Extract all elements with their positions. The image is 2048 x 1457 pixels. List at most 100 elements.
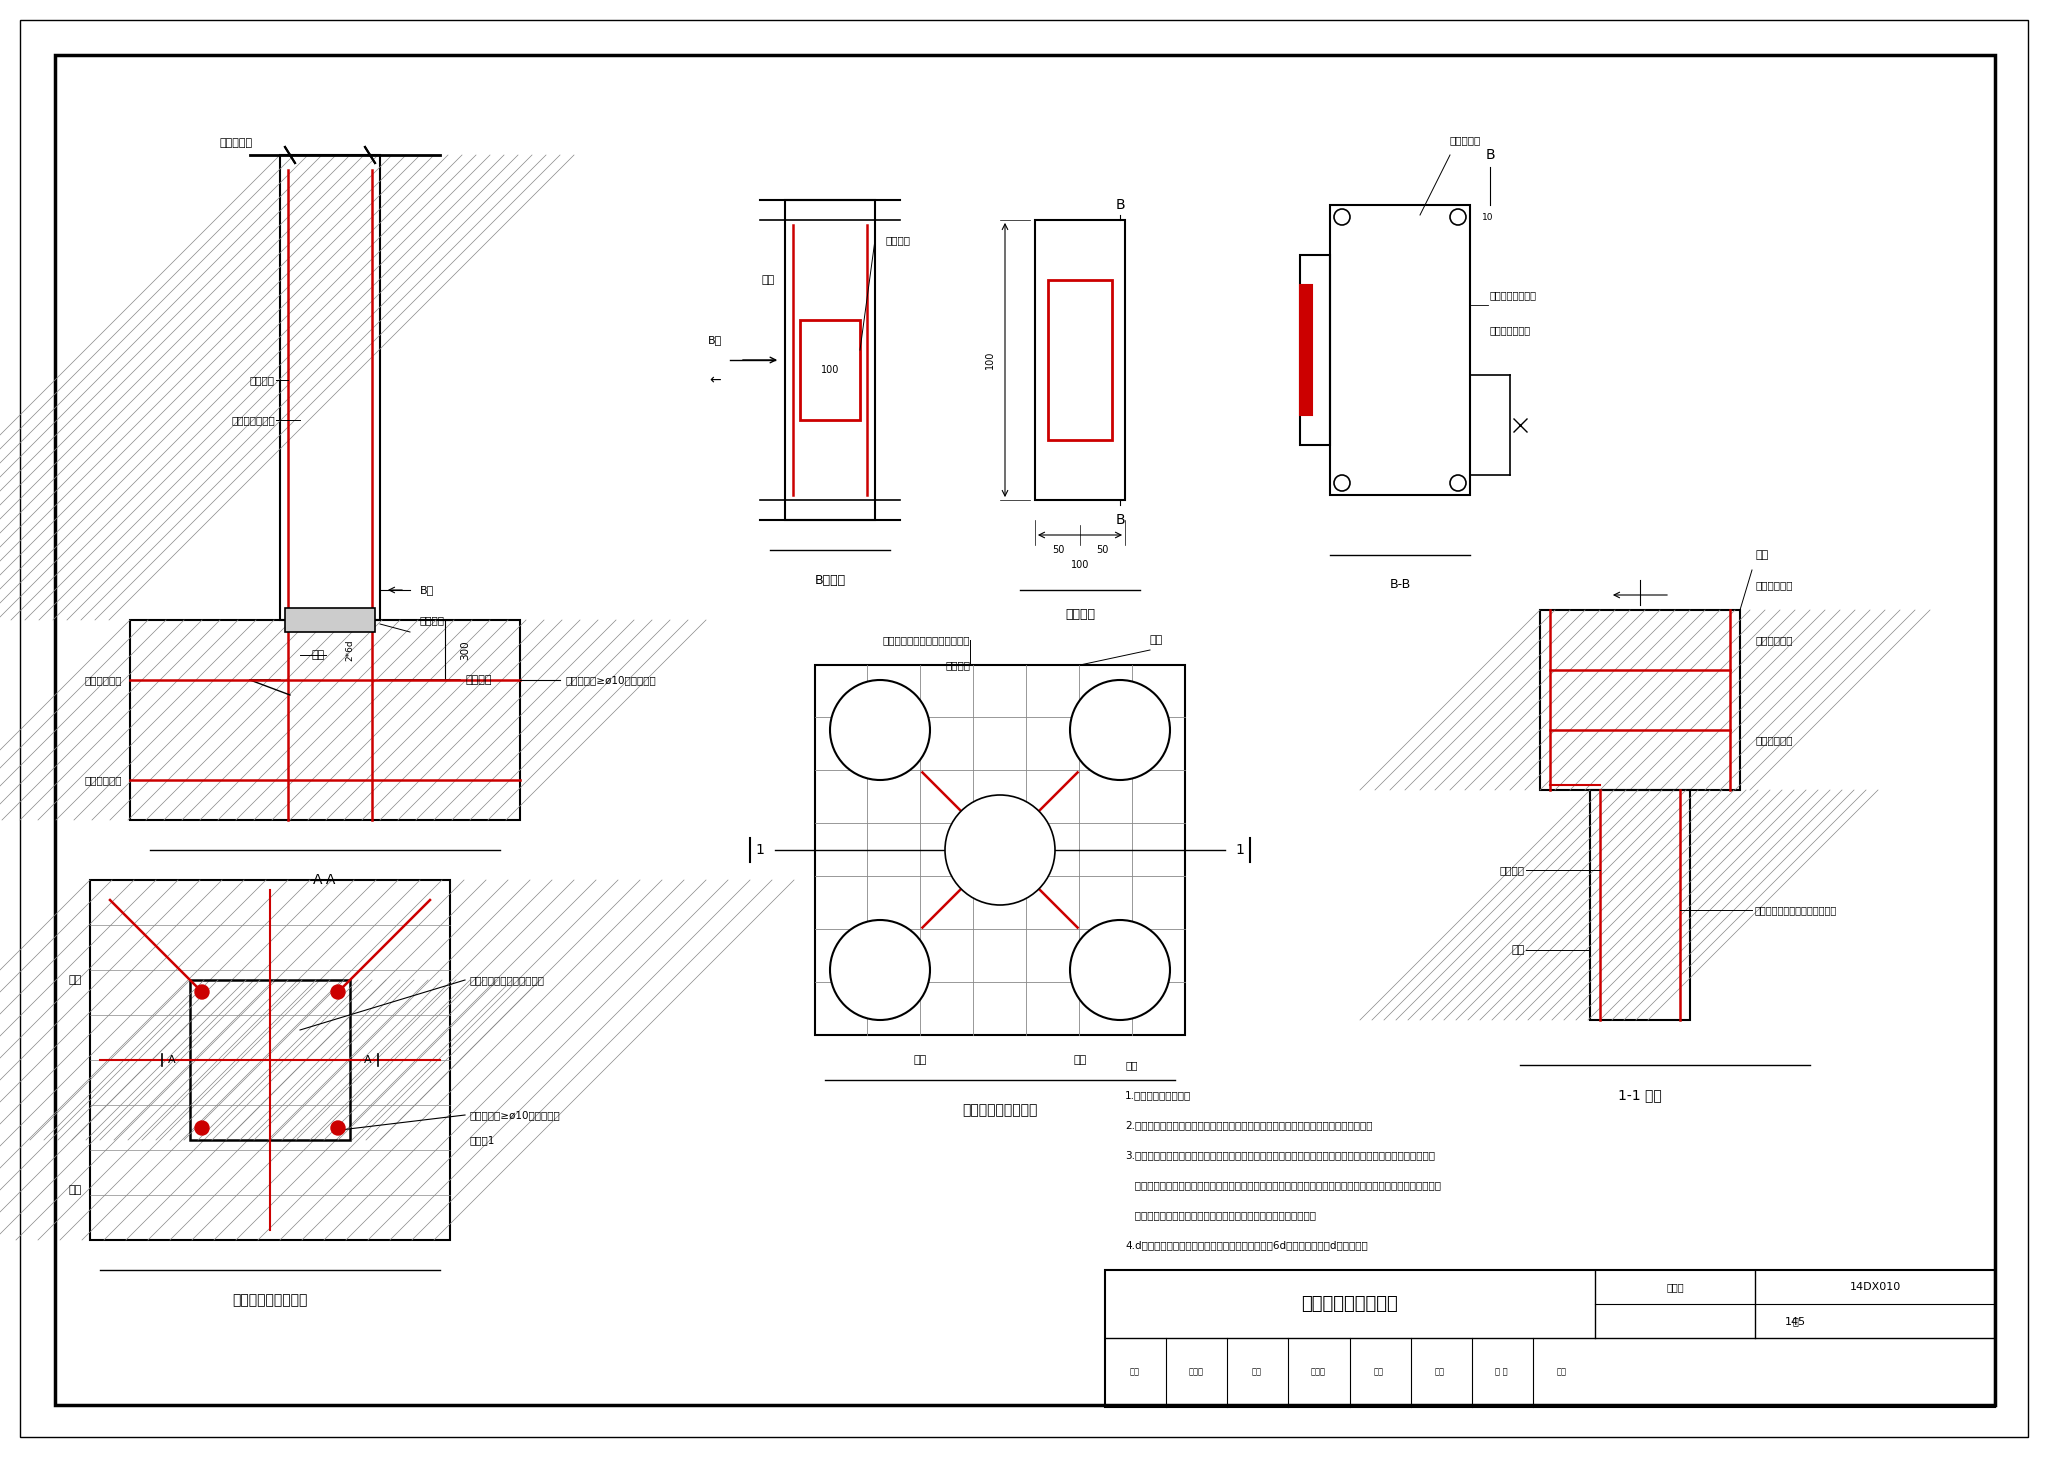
Bar <box>1106 1271 1995 1407</box>
Text: 承台下层钢筋: 承台下层钢筋 <box>1755 734 1792 745</box>
Bar <box>129 621 520 820</box>
Text: 承台: 承台 <box>1151 635 1163 645</box>
Text: 现浇混凝土立柱: 现浇混凝土立柱 <box>231 415 274 425</box>
Text: B-B: B-B <box>1389 578 1411 592</box>
Text: 承台上层钢筋: 承台上层钢筋 <box>84 675 123 685</box>
Text: 14DX010: 14DX010 <box>1849 1282 1901 1292</box>
Circle shape <box>1069 680 1169 779</box>
Text: 桩基主筋: 桩基主筋 <box>1499 865 1526 876</box>
Text: 预埋钢板: 预埋钢板 <box>1065 609 1096 622</box>
Bar <box>90 880 451 1240</box>
Text: 1-1 剖面: 1-1 剖面 <box>1618 1088 1661 1101</box>
Circle shape <box>1069 919 1169 1020</box>
Bar <box>1049 280 1112 440</box>
Text: 桩基: 桩基 <box>1511 946 1526 954</box>
Text: 300: 300 <box>461 640 469 660</box>
Text: 室外地面: 室外地面 <box>465 675 492 685</box>
Text: 立柱与承台的连接图: 立柱与承台的连接图 <box>231 1292 307 1307</box>
Text: 校对: 校对 <box>1251 1368 1262 1377</box>
Text: B: B <box>1485 149 1495 162</box>
Bar <box>1300 255 1329 444</box>
Text: 图集号: 图集号 <box>1667 1282 1683 1292</box>
Text: 2.选取桩基柱中四根主筋分别同承台中作为自然水平接地体的两根主筋和预埋钢板焊接。: 2.选取桩基柱中四根主筋分别同承台中作为自然水平接地体的两根主筋和预埋钢板焊接。 <box>1124 1120 1372 1131</box>
Text: 承台: 承台 <box>1755 549 1767 559</box>
Text: 3.图中所示的桩基接地钢筋按对角桩基钢筋选择，每桩选两根主筋与所示承台钢筋同焊接，在每个承台选取的桩: 3.图中所示的桩基接地钢筋按对角桩基钢筋选择，每桩选两根主筋与所示承台钢筋同焊接… <box>1124 1150 1436 1160</box>
Text: 2*6d: 2*6d <box>344 640 354 661</box>
Text: 100: 100 <box>821 366 840 374</box>
Text: ←: ← <box>709 373 721 388</box>
Text: 立柱主筋: 立柱主筋 <box>250 374 274 385</box>
Circle shape <box>829 919 930 1020</box>
Circle shape <box>332 985 344 1000</box>
Text: 桩基: 桩基 <box>913 1055 926 1065</box>
Text: 混凝土保护层厚度: 混凝土保护层厚度 <box>1491 290 1536 300</box>
Circle shape <box>195 1120 209 1135</box>
Circle shape <box>195 985 209 1000</box>
Text: 连接导体: 连接导体 <box>944 660 971 670</box>
Text: 作为自然垂直接地体的两根钢筋: 作为自然垂直接地体的两根钢筋 <box>1755 905 1837 915</box>
Text: 柱内主钢筋: 柱内主钢筋 <box>1450 136 1481 146</box>
Text: 见说明1: 见说明1 <box>469 1135 496 1145</box>
Bar <box>281 154 381 621</box>
Bar <box>801 321 860 420</box>
Bar <box>1589 790 1690 1020</box>
Text: 立柱: 立柱 <box>70 975 82 985</box>
Text: 承台: 承台 <box>311 650 326 660</box>
Text: 预埋钢板: 预埋钢板 <box>420 615 444 625</box>
Text: 苟 晨: 苟 晨 <box>1495 1368 1507 1377</box>
Text: A: A <box>168 1055 176 1065</box>
Text: 连接导体，≥ø10钢筋或圆钢: 连接导体，≥ø10钢筋或圆钢 <box>469 1110 561 1120</box>
Text: 陈建学: 陈建学 <box>1311 1368 1325 1377</box>
Circle shape <box>332 1120 344 1135</box>
Circle shape <box>829 680 930 779</box>
Text: 承台上层钢筋: 承台上层钢筋 <box>1755 635 1792 645</box>
Text: 作为自然垂直接地体的两根钢筋: 作为自然垂直接地体的两根钢筋 <box>883 635 971 645</box>
Bar <box>1034 220 1124 500</box>
Text: 作为自然水平接地体的主筋: 作为自然水平接地体的主筋 <box>469 975 545 985</box>
Text: 承台下层钢筋: 承台下层钢筋 <box>84 775 123 785</box>
Bar <box>1540 610 1741 790</box>
Text: B: B <box>1116 198 1124 213</box>
Text: 50: 50 <box>1053 545 1065 555</box>
Circle shape <box>944 796 1055 905</box>
Text: 立柱: 立柱 <box>762 275 774 286</box>
Text: A-A: A-A <box>313 873 336 887</box>
Bar <box>1300 286 1313 415</box>
Text: 绘图: 绘图 <box>1374 1368 1384 1377</box>
Text: B向示意: B向示意 <box>815 574 846 587</box>
Text: 1: 1 <box>1235 844 1245 857</box>
Text: B向: B向 <box>420 586 434 594</box>
Text: 基中选择两个，如图所示作为垂直接地体。被选取的每个桩基中选择两根垂直方向的主筋，与承台上层两根水平: 基中选择两个，如图所示作为垂直接地体。被选取的每个桩基中选择两根垂直方向的主筋，… <box>1124 1180 1442 1190</box>
Text: A: A <box>365 1055 373 1065</box>
Text: 桩基承台接地安装图: 桩基承台接地安装图 <box>1303 1295 1399 1313</box>
Text: 100: 100 <box>985 351 995 369</box>
Text: 预埋钢板: 预埋钢板 <box>885 235 909 245</box>
Text: 4.d为相互焊接的钢箍或圆钢的外径，焊缝长不小于6d，外径不同时，d为较小者。: 4.d为相互焊接的钢箍或圆钢的外径，焊缝长不小于6d，外径不同时，d为较小者。 <box>1124 1240 1368 1250</box>
Text: 注：: 注： <box>1124 1061 1137 1069</box>
Bar <box>285 608 375 632</box>
Text: 连接导体，≥ø10钢筋或圆钢: 连接导体，≥ø10钢筋或圆钢 <box>565 675 655 685</box>
Text: 高架站底面: 高架站底面 <box>219 138 254 149</box>
Text: 与墙面或柱面平: 与墙面或柱面平 <box>1491 325 1532 335</box>
Text: 10: 10 <box>1483 213 1493 221</box>
Text: 1.本图适用于高架站。: 1.本图适用于高架站。 <box>1124 1090 1192 1100</box>
Bar <box>1329 205 1470 495</box>
Text: 审核: 审核 <box>1130 1368 1141 1377</box>
Text: 承台上层钢筋: 承台上层钢筋 <box>1755 580 1792 590</box>
Text: 50: 50 <box>1096 545 1108 555</box>
Text: B向: B向 <box>709 335 723 345</box>
Text: 145: 145 <box>1784 1317 1806 1327</box>
Bar <box>815 664 1186 1034</box>
Text: 承台: 承台 <box>70 1185 82 1195</box>
Text: 方向柱钢筋焊接连通，用作接地的钢筋之间的连接方式采用焊接。: 方向柱钢筋焊接连通，用作接地的钢筋之间的连接方式采用焊接。 <box>1124 1209 1317 1220</box>
Text: 两晏: 两晏 <box>1556 1368 1567 1377</box>
Text: B: B <box>1116 513 1124 527</box>
Text: 桩基与承台的连接图: 桩基与承台的连接图 <box>963 1103 1038 1118</box>
Text: 王岳东: 王岳东 <box>1188 1368 1204 1377</box>
Text: 承台: 承台 <box>1073 1055 1087 1065</box>
Bar <box>190 981 350 1139</box>
Text: 设计: 设计 <box>1436 1368 1446 1377</box>
Text: 页: 页 <box>1792 1316 1798 1326</box>
Text: 100: 100 <box>1071 559 1090 570</box>
Bar <box>784 200 874 520</box>
